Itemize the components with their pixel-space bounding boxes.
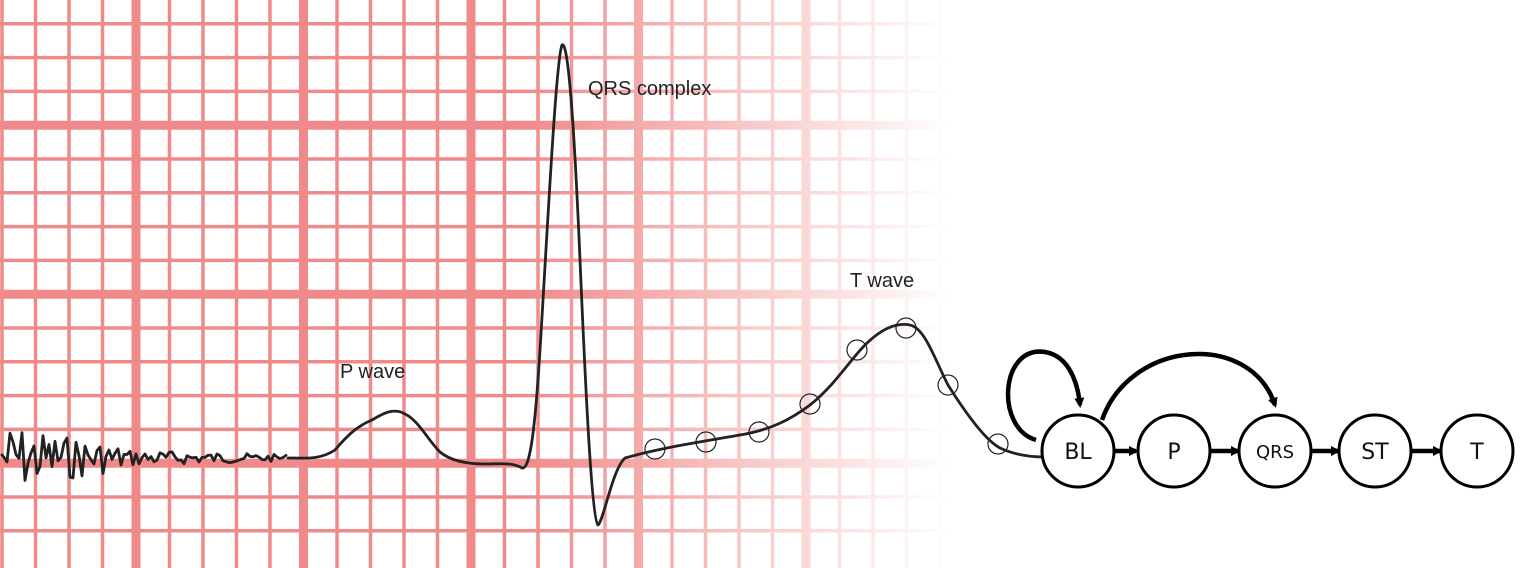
sample-point bbox=[748, 421, 770, 443]
transition-bl-self bbox=[1005, 349, 1085, 443]
sample-point bbox=[799, 393, 821, 415]
transition-bl-qrs bbox=[1099, 351, 1278, 421]
state-label: BL bbox=[1064, 440, 1092, 465]
ecg-grid-paper bbox=[0, 0, 950, 568]
sample-point bbox=[895, 317, 917, 339]
noisy-baseline-trace bbox=[0, 431, 288, 482]
state-node-p: P bbox=[1136, 413, 1212, 489]
state-label: T bbox=[1469, 440, 1484, 465]
sample-points bbox=[644, 317, 1009, 460]
t-wave-label: T wave bbox=[850, 270, 914, 292]
sample-point bbox=[937, 374, 959, 396]
sample-point bbox=[987, 433, 1009, 455]
sample-point bbox=[846, 339, 868, 361]
state-node-qrs: QRS bbox=[1237, 413, 1313, 489]
qrs-complex-label: QRS complex bbox=[588, 78, 711, 100]
ecg-trace bbox=[286, 43, 1047, 527]
state-label: P bbox=[1167, 440, 1180, 465]
state-node-t: T bbox=[1439, 413, 1515, 489]
sample-point bbox=[695, 431, 717, 453]
p-wave-label: P wave bbox=[340, 361, 405, 383]
state-label: QRS bbox=[1256, 442, 1294, 463]
sample-point bbox=[644, 438, 666, 460]
state-node-bl: BL bbox=[1040, 413, 1116, 489]
state-node-st: ST bbox=[1337, 413, 1413, 489]
state-label: ST bbox=[1361, 440, 1389, 465]
state-transitions bbox=[1005, 349, 1443, 456]
